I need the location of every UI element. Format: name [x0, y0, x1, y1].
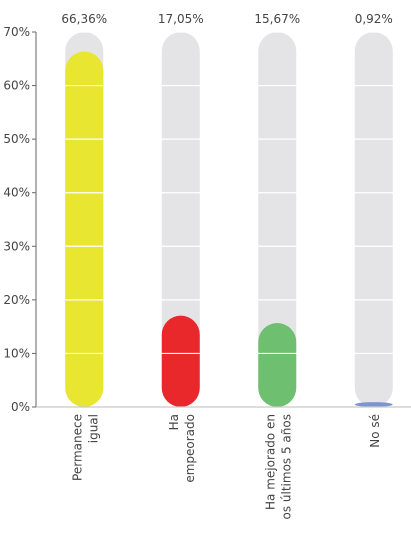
value-label: 15,67%	[254, 12, 300, 26]
bar-track	[258, 32, 297, 407]
y-tick-label: 20%	[3, 293, 30, 307]
bar	[65, 51, 104, 407]
y-tick-label: 70%	[3, 25, 30, 39]
x-tick-label: os últimos 5 años	[279, 414, 293, 520]
bar	[258, 323, 297, 407]
y-tick-label: 40%	[3, 186, 30, 200]
x-tick-label: Ha mejorado en	[263, 414, 277, 510]
y-tick-label: 50%	[3, 132, 30, 146]
y-tick-label: 0%	[11, 400, 30, 414]
value-label: 0,92%	[355, 12, 393, 26]
y-tick-label: 10%	[3, 346, 30, 360]
x-tick-label: igual	[86, 414, 100, 443]
x-tick-label: empeorado	[183, 414, 197, 483]
bar	[354, 402, 393, 407]
x-tick-label: No sé	[368, 414, 382, 448]
bar-track	[354, 32, 393, 407]
value-label: 66,36%	[61, 12, 107, 26]
x-tick-label: Permanece	[70, 414, 84, 481]
x-tick-label: Ha	[167, 414, 181, 430]
y-tick-label: 30%	[3, 239, 30, 253]
bar-track	[161, 32, 200, 407]
value-label: 17,05%	[158, 12, 204, 26]
bar	[161, 315, 200, 407]
y-tick-label: 60%	[3, 79, 30, 93]
